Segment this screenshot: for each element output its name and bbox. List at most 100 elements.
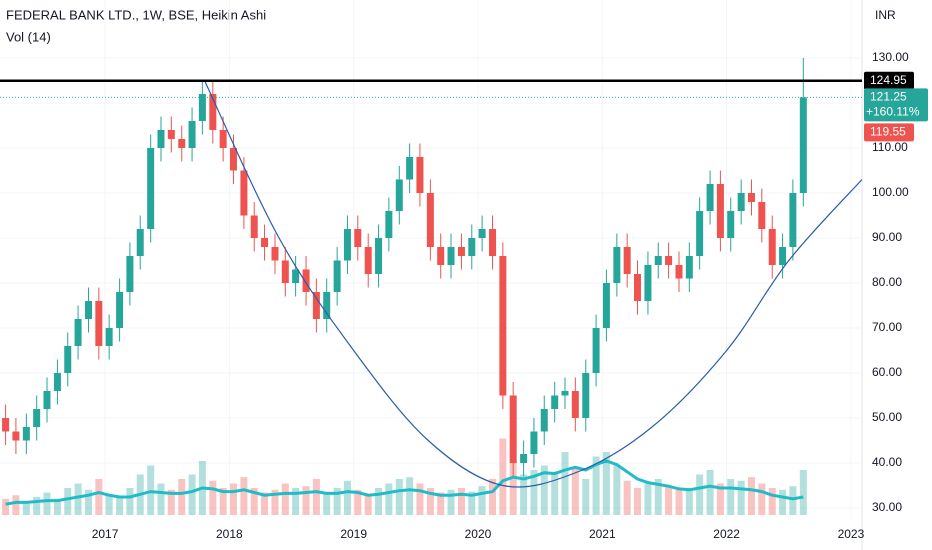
- candle-body: [499, 256, 507, 396]
- candle-body: [43, 391, 51, 409]
- resistance-badge: [864, 71, 914, 90]
- y-tick-label: 110.00: [872, 140, 908, 154]
- candle-body: [779, 247, 787, 265]
- volume-bar: [426, 488, 434, 515]
- volume-bar: [261, 492, 269, 515]
- candle-body: [758, 202, 766, 229]
- candle-body: [12, 431, 20, 441]
- candle-body: [716, 184, 724, 238]
- candle-body: [312, 292, 320, 319]
- candle-body: [468, 238, 476, 256]
- volume-bar: [271, 489, 279, 515]
- volume-bar: [571, 468, 579, 515]
- candle-body: [406, 157, 414, 180]
- candle-body: [426, 193, 434, 247]
- volume-bar: [292, 488, 300, 515]
- x-tick-label: 2023: [838, 527, 865, 541]
- candle-body: [178, 139, 186, 148]
- candle-body: [685, 256, 693, 279]
- y-tick-label: 30.00: [872, 500, 902, 514]
- volume-bar: [582, 479, 590, 515]
- volume-bar: [623, 480, 631, 515]
- candle-body: [665, 256, 673, 265]
- candle-body: [209, 94, 217, 130]
- volume-bar: [240, 477, 248, 515]
- candle-body: [447, 247, 455, 265]
- candle-body: [530, 431, 538, 454]
- x-tick-label: 2018: [216, 527, 243, 541]
- volume-bar: [768, 488, 776, 515]
- prev-price-label: 119.55: [870, 125, 906, 139]
- volume-bar: [74, 483, 82, 515]
- candle-body: [592, 328, 600, 373]
- candle-body: [675, 265, 683, 279]
- volume-bar: [323, 492, 331, 515]
- volume-bar: [364, 495, 372, 515]
- volume-bar: [520, 474, 528, 515]
- candle-body: [53, 373, 61, 391]
- candle-body: [95, 301, 103, 346]
- y-tick-label: 90.00: [872, 230, 902, 244]
- candle-body: [727, 211, 735, 238]
- change-label: +160.11%: [866, 105, 920, 119]
- candle-body: [799, 97, 807, 193]
- volume-bar: [602, 452, 610, 515]
- volume-bar: [727, 479, 735, 515]
- volume-bar: [654, 479, 662, 515]
- candle-body: [395, 179, 403, 211]
- volume-bar: [665, 486, 673, 515]
- candle-body: [623, 247, 631, 274]
- y-tick-label: 40.00: [872, 455, 902, 469]
- candle-body: [250, 215, 258, 238]
- volume-bar: [385, 483, 393, 515]
- volume-bar: [758, 483, 766, 515]
- volume-bar: [530, 470, 538, 515]
- candle-body: [33, 409, 41, 427]
- candle-body: [478, 229, 486, 238]
- volume-bar: [644, 483, 652, 515]
- candle-body: [354, 229, 362, 247]
- y-tick-label: 60.00: [872, 365, 902, 379]
- volume-bar: [437, 492, 445, 515]
- volume-bar: [12, 495, 20, 515]
- candle-body: [343, 229, 351, 261]
- volume-bar: [333, 488, 341, 515]
- volume-bar: [209, 480, 217, 515]
- candle-body: [602, 283, 610, 328]
- volume-bar: [706, 470, 714, 515]
- volume-bar: [406, 477, 414, 515]
- volume-bar: [219, 488, 227, 515]
- volume-bar: [43, 492, 51, 515]
- volume-bar: [779, 489, 787, 515]
- candle-body: [437, 247, 445, 265]
- volume-bar: [789, 486, 797, 515]
- candle-body: [157, 130, 165, 148]
- candle-body: [551, 395, 559, 409]
- candle-body: [261, 238, 269, 247]
- volume-bar: [737, 480, 745, 515]
- candle-body: [747, 193, 755, 202]
- currency: INR: [875, 8, 896, 22]
- candle-body: [385, 211, 393, 238]
- candle-body: [457, 247, 465, 256]
- volume-bar: [395, 479, 403, 515]
- volume-bar: [675, 489, 683, 515]
- y-tick-label: 130.00: [872, 50, 909, 64]
- volume-bar: [696, 474, 704, 515]
- volume-bar: [489, 479, 497, 515]
- candle-body: [147, 148, 155, 229]
- candle-body: [737, 193, 745, 211]
- resistance-label: 124.95: [870, 73, 907, 87]
- volume-ma-line: [5, 459, 804, 506]
- x-tick-label: 2022: [713, 527, 740, 541]
- candle-body: [2, 418, 10, 432]
- volume-bar: [799, 470, 807, 515]
- candle-body: [364, 247, 372, 274]
- cup-curve: [203, 80, 863, 488]
- volume-bar: [499, 438, 507, 515]
- volume-bar: [281, 483, 289, 515]
- volume-bar: [33, 497, 41, 515]
- volume-bar: [478, 486, 486, 515]
